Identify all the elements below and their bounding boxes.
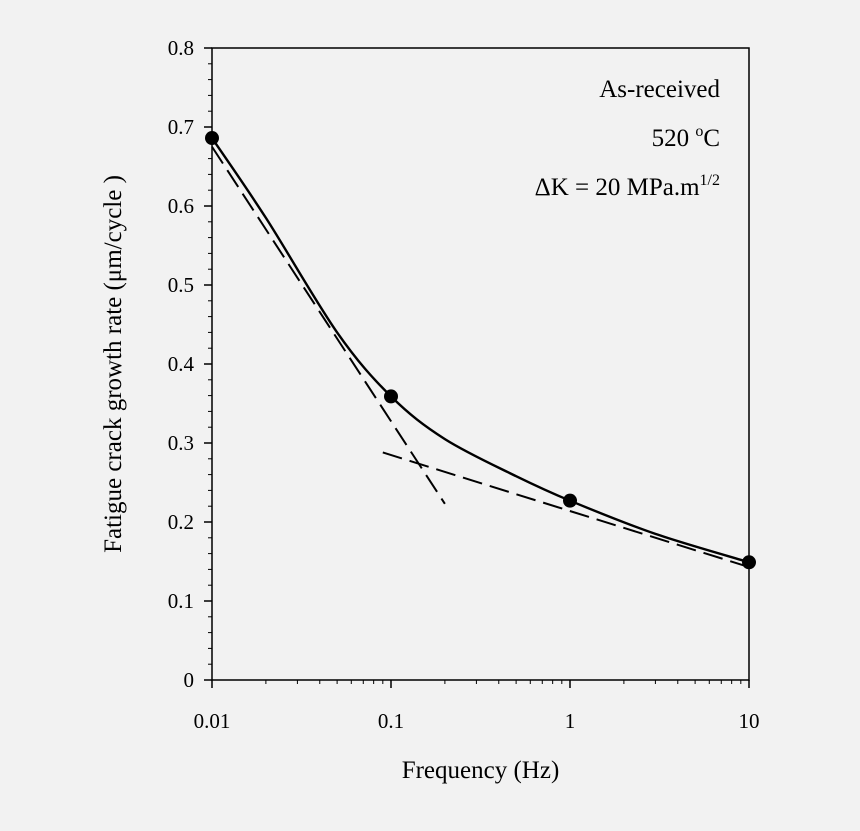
dashed-trend-line xyxy=(211,146,446,505)
x-axis-title: Frequency (Hz) xyxy=(402,757,560,784)
annotation-delta-k: ΔK = 20 MPa.m1/2 xyxy=(535,172,720,201)
temperature-unit: C xyxy=(703,125,720,152)
y-tick-label: 0.7 xyxy=(168,115,194,139)
y-tick-label: 0.5 xyxy=(168,273,194,297)
delta-k-exponent: 1/2 xyxy=(700,172,720,189)
fit-curve-line xyxy=(211,137,750,564)
x-tick-label: 1 xyxy=(565,709,576,733)
dashed-trend-line xyxy=(382,451,750,568)
annotation-temperature: 520 oC xyxy=(652,123,720,152)
y-tick-label: 0.4 xyxy=(168,352,195,376)
series-layer xyxy=(205,131,756,570)
y-tick-label: 0.1 xyxy=(168,589,194,613)
y-tick-label: 0.3 xyxy=(168,431,194,455)
y-tick-label: 0 xyxy=(184,668,195,692)
y-tick-label: 0.2 xyxy=(168,510,194,534)
degree-sup: o xyxy=(695,123,703,140)
y-axis-title: Fatigue crack growth rate (μm/cycle ) xyxy=(100,175,127,553)
plot-frame xyxy=(211,47,750,681)
x-tick-label: 0.01 xyxy=(194,709,231,733)
temperature-value: 520 xyxy=(652,125,696,152)
x-tick-label: 0.1 xyxy=(378,709,404,733)
y-tick-label: 0.8 xyxy=(168,36,194,60)
y-tick-label: 0.6 xyxy=(168,194,194,218)
tick-labels-layer: 0 0.1 0.2 0.3 0.4 0.5 0.6 0.7 0.8 0.01 0.1 1 10 xyxy=(168,36,760,733)
delta-k-value: ΔK = 20 MPa.m xyxy=(535,174,700,201)
x-tick-label: 10 xyxy=(739,709,760,733)
annotation-condition: As-received xyxy=(599,76,720,103)
